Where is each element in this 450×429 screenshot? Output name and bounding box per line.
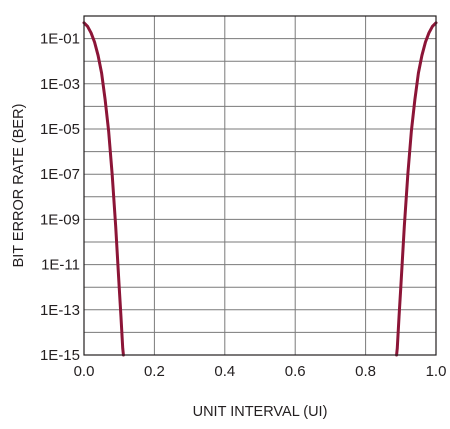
x-tick-label: 0.8	[355, 363, 376, 380]
y-tick-label: 1E-07	[40, 166, 80, 183]
x-tick-label: 1.0	[426, 363, 447, 380]
ber-curve-right	[395, 21, 438, 357]
y-axis-title: BIT ERROR RATE (BER)	[11, 104, 27, 268]
x-tick-label: 0.2	[144, 363, 165, 380]
ber-curve-left	[82, 21, 125, 357]
plot-frame	[83, 15, 437, 356]
x-tick-label: 0.6	[285, 363, 306, 380]
y-tick-label: 1E-09	[40, 211, 80, 228]
y-tick-label: 1E-11	[41, 257, 80, 274]
x-tick-label: 0.4	[214, 363, 235, 380]
y-tick-label: 1E-15	[40, 347, 80, 364]
y-tick-label: 1E-03	[40, 76, 80, 93]
grid	[83, 15, 437, 356]
y-tick-labels: 1E-15 1E-13 1E-11 1E-09 1E-07 1E-05 1E-03 1E-01	[40, 31, 80, 364]
x-axis-title: UNIT INTERVAL (UI)	[193, 404, 328, 420]
series-lines	[82, 21, 438, 357]
y-tick-label: 1E-01	[40, 31, 80, 48]
y-tick-label: 1E-13	[40, 302, 80, 319]
x-tick-labels: 0.0 0.2 0.4 0.6 0.8 1.0	[74, 363, 447, 380]
y-tick-label: 1E-05	[40, 121, 80, 138]
x-tick-label: 0.0	[74, 363, 95, 380]
